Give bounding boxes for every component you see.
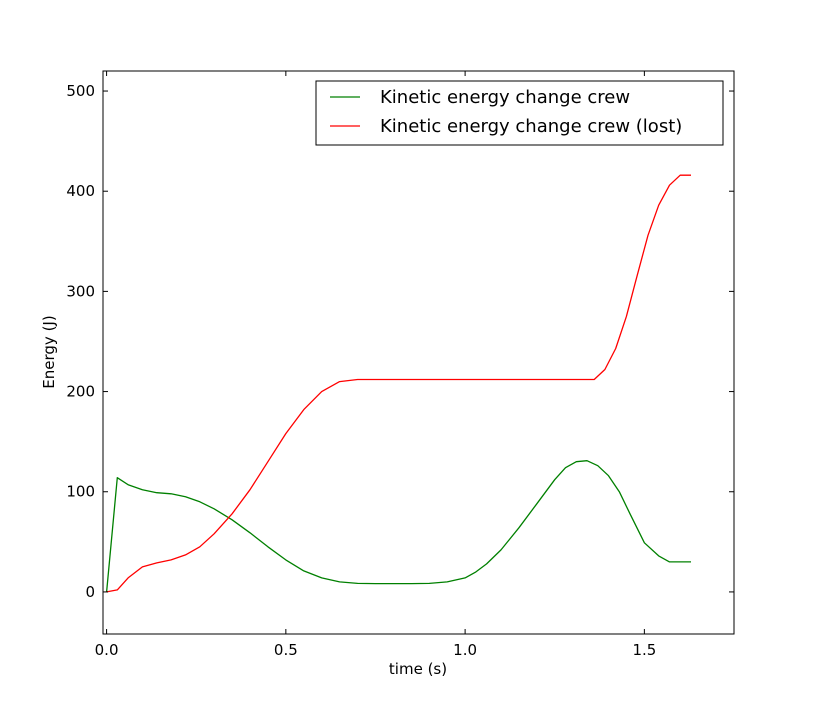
x-tick-label: 1.0	[453, 641, 477, 659]
y-tick-label: 0	[85, 583, 95, 601]
legend-label-1: Kinetic energy change crew (lost)	[380, 116, 682, 137]
y-tick-label: 300	[66, 282, 95, 300]
y-tick-label: 100	[66, 483, 95, 501]
legend-frame	[315, 80, 724, 146]
y-tick-label: 400	[66, 182, 95, 200]
legend: Kinetic energy change crew Kinetic energ…	[315, 80, 724, 146]
y-tick-label: 500	[66, 82, 95, 100]
y-axis-label: Energy (J)	[40, 315, 58, 388]
x-tick-label: 1.5	[632, 641, 656, 659]
series-layer	[105, 174, 691, 593]
x-axis-label: time (s)	[389, 660, 447, 678]
x-tick-label: 0.5	[274, 641, 298, 659]
plot-frame	[102, 70, 735, 635]
x-tick-label: 0.0	[95, 641, 119, 659]
tick-layer: 0.0 0.5 1.0 1.5 0 100 200 300 400 500	[66, 71, 734, 659]
series-line-0	[105, 460, 691, 592]
plot-background	[103, 71, 734, 634]
legend-label-0: Kinetic energy change crew	[380, 87, 630, 108]
series-line-1	[106, 174, 691, 593]
y-tick-label: 200	[66, 383, 95, 401]
